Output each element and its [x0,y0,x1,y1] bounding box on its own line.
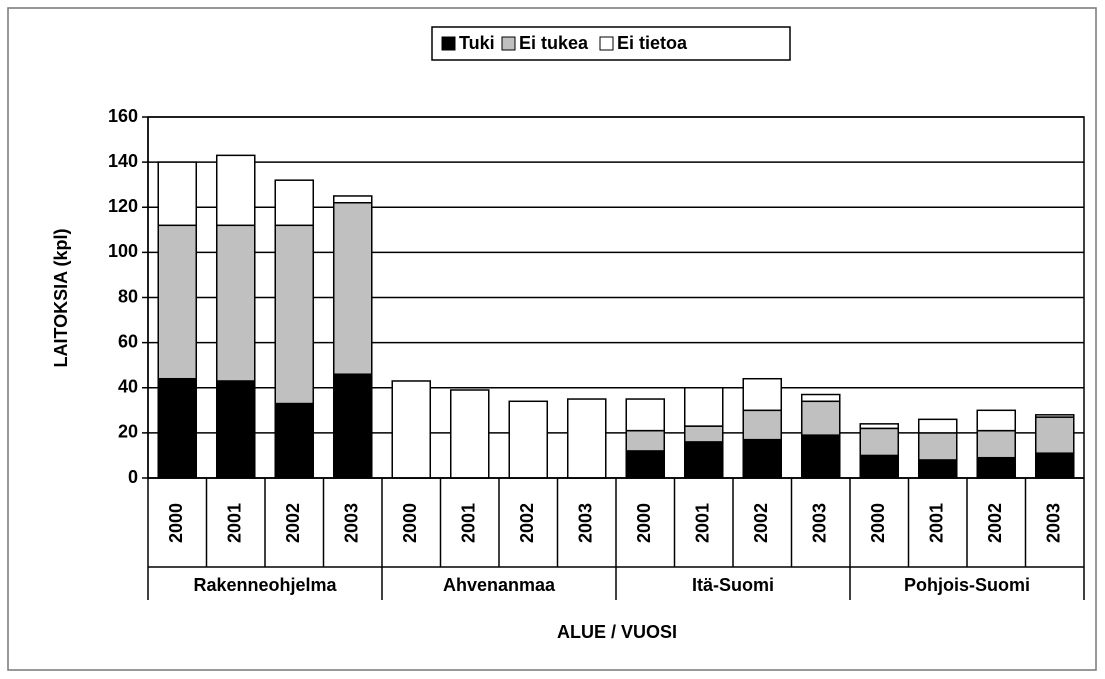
x-tick-label: 2002 [751,503,771,543]
x-tick-label: 2003 [342,503,362,543]
x-tick-label: 2000 [634,503,654,543]
bar-segment [1034,416,1075,454]
x-tick-label: 2002 [985,503,1005,543]
bar-segment [274,179,315,227]
bar-segment [449,389,490,479]
group-label: Ahvenanmaa [443,575,556,595]
y-tick-label: 0 [128,467,138,487]
bar-segment [683,387,724,427]
x-tick-label: 2000 [868,503,888,543]
bar-segment [742,377,783,412]
x-tick-label: 2001 [927,503,947,543]
bar-segment [683,425,724,443]
y-tick-label: 40 [118,377,138,397]
bar-segment [274,402,315,479]
group-label: Pohjois-Suomi [904,575,1030,595]
bar-segment [976,429,1017,459]
legend-label: Ei tukea [519,33,589,53]
bar-segment [215,224,256,382]
group-label: Itä-Suomi [692,575,774,595]
bar-segment [800,400,841,436]
bar-segment [508,400,549,479]
bar-segment [157,377,198,479]
legend-label: Tuki [459,33,495,53]
bar-segment [859,427,900,457]
x-tick-label: 2000 [400,503,420,543]
bar-segment [625,398,666,432]
bar-segment [917,418,958,434]
bar-segment [157,161,198,227]
bar-segment [976,456,1017,479]
bar-segment [800,434,841,479]
bar-segment [215,380,256,479]
bar-segment [625,429,666,452]
bar-segment [391,380,432,479]
bar-segment [742,438,783,479]
bar-segment [742,409,783,441]
legend-swatch [501,36,516,51]
bar-segment [274,224,315,405]
x-tick-label: 2003 [1044,503,1064,543]
x-tick-label: 2003 [576,503,596,543]
bar-segment [683,441,724,479]
bar-segment [1034,414,1075,418]
legend-swatch [441,36,456,51]
bar-segment [625,450,666,479]
bar-segment [917,432,958,461]
x-axis-title: ALUE / VUOSI [557,622,677,642]
x-tick-label: 2002 [517,503,537,543]
bar-segment [976,409,1017,432]
x-tick-label: 2003 [810,503,830,543]
bar-segment [566,398,607,479]
bar-segment [215,154,256,227]
bar-segment [1034,452,1075,479]
bar-segment [859,454,900,479]
y-tick-label: 140 [108,151,138,171]
y-tick-label: 120 [108,196,138,216]
y-tick-label: 100 [108,241,138,261]
y-tick-label: 60 [118,331,138,351]
bar-segment [332,373,373,479]
x-tick-label: 2002 [283,503,303,543]
y-tick-label: 80 [118,286,138,306]
x-tick-label: 2001 [459,503,479,543]
y-axis-title: LAITOKSIA (kpl) [51,228,71,367]
bar-segment [917,459,958,479]
bar-segment [800,393,841,403]
bar-segment [332,195,373,204]
bar-segment [157,224,198,380]
group-label: Rakenneohjelma [193,575,337,595]
y-tick-label: 160 [108,106,138,126]
y-tick-label: 20 [118,422,138,442]
legend-swatch [599,36,614,51]
bar-segment [332,201,373,375]
x-tick-label: 2001 [225,503,245,543]
legend-label: Ei tietoa [617,33,688,53]
bar-segment [859,423,900,430]
x-tick-label: 2001 [693,503,713,543]
x-tick-label: 2000 [166,503,186,543]
